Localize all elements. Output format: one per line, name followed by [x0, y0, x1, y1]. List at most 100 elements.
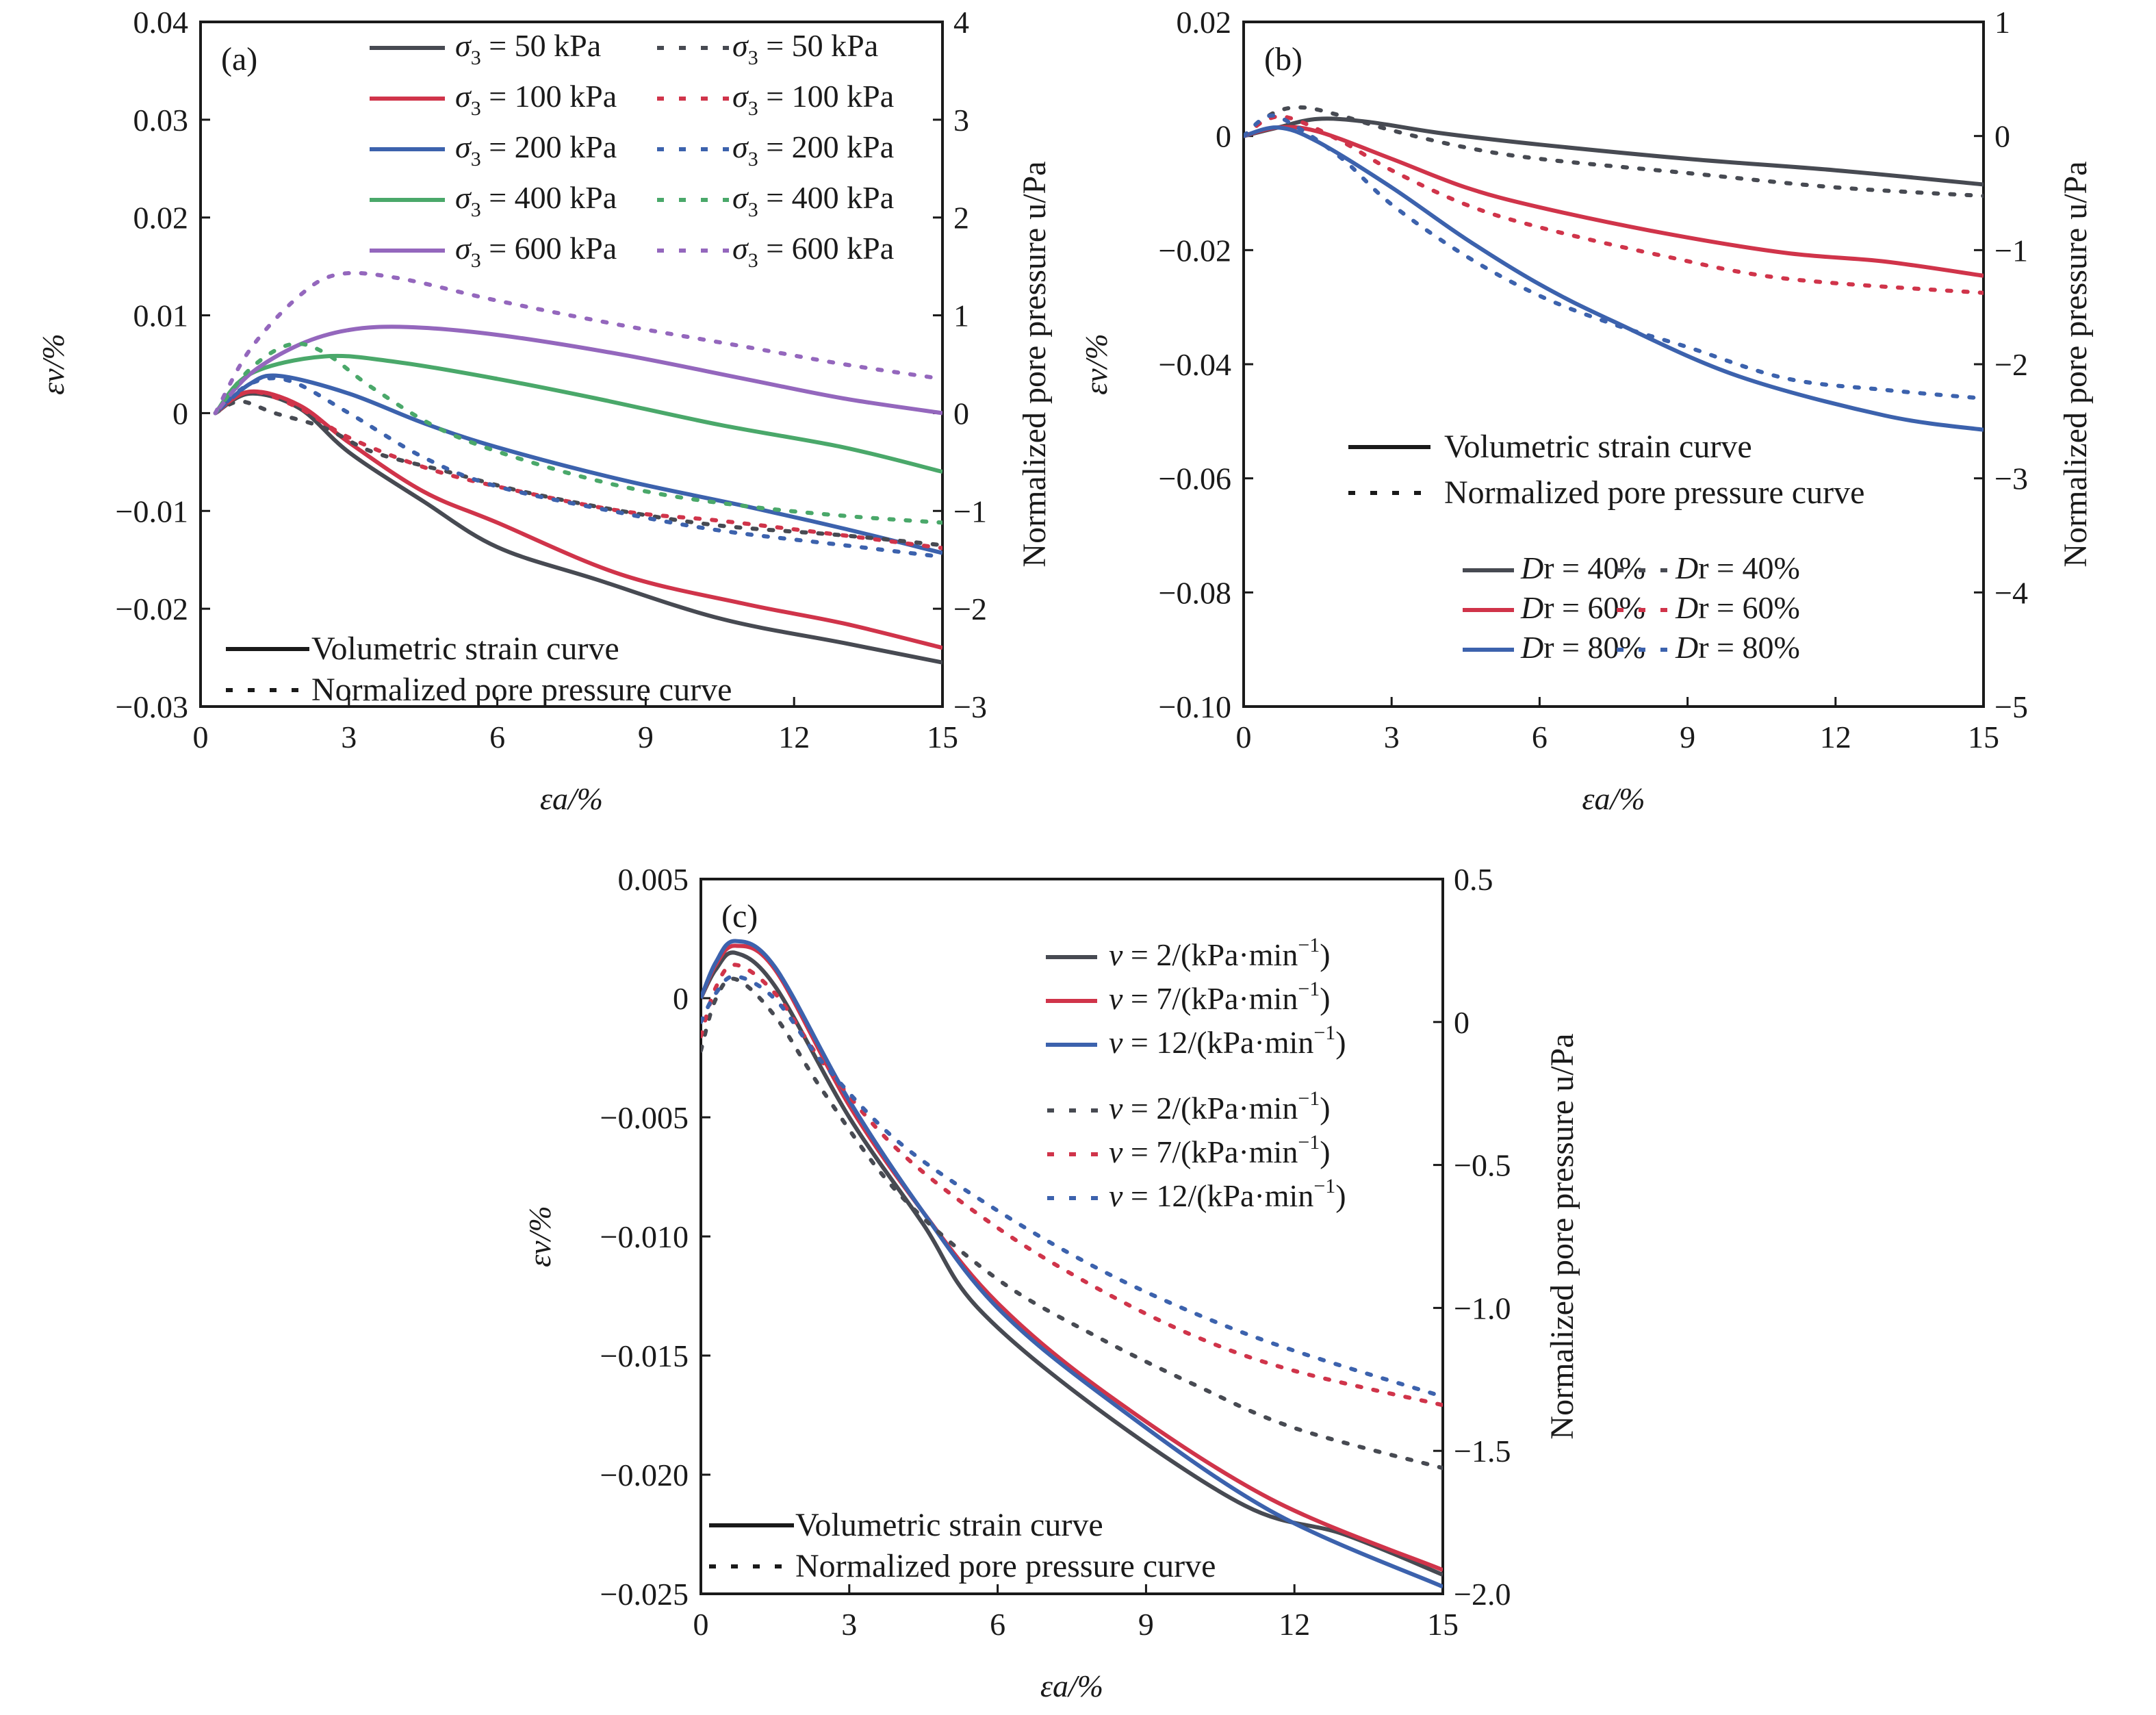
legend-label: Normalized pore pressure curve — [1444, 474, 1864, 511]
legend-label: σ3 = 200 kPa — [732, 129, 894, 170]
y-tick-label: −0.10 — [1159, 689, 1231, 724]
series-solid-blue-line — [1244, 125, 1984, 432]
y2-tick-label: −4 — [1994, 575, 2028, 610]
panel-b: 0 3 6 9 12 15 0.02 0 −0.02 −0.04 −0.06 −0.08 −0.10 1 0… — [1079, 5, 2094, 816]
y2-tick-label: −5 — [1994, 689, 2028, 724]
y-tick-label: −0.02 — [1159, 233, 1231, 268]
x-tick-label: 12 — [1279, 1607, 1310, 1642]
legend-label: σ3 = 50 kPa — [732, 28, 878, 69]
y-axis-label: εv/% — [36, 333, 70, 395]
legend-label: σ3 = 100 kPa — [732, 79, 894, 120]
series-dotted-blue-line — [701, 974, 1443, 1399]
series-dotted-blue-line — [213, 376, 942, 559]
y-tick-label: 0.005 — [618, 862, 689, 897]
y-tick-label: −0.025 — [600, 1577, 689, 1612]
series-solid-red-line — [1244, 125, 1984, 278]
x-tick-label: 12 — [778, 720, 810, 754]
x-tick-label: 15 — [927, 720, 958, 754]
y2-tick-label: 0 — [953, 396, 969, 431]
legend-label: Dr = 60% — [1520, 590, 1645, 625]
x-axis-label: εa/% — [1040, 1668, 1103, 1703]
x-tick-label: 6 — [489, 720, 505, 754]
y2-tick-label: −1.0 — [1454, 1291, 1511, 1325]
y-tick-label: −0.020 — [600, 1458, 689, 1492]
y2-tick-label: 0 — [1994, 119, 2010, 154]
y2-tick-label: 3 — [953, 103, 969, 138]
series-solid-red-line — [214, 389, 942, 650]
y2-tick-label: 2 — [953, 201, 969, 236]
y2-tick-label: −0.5 — [1454, 1148, 1511, 1183]
series-solid-gray-line — [214, 391, 942, 665]
series-dotted-gray-line — [213, 399, 942, 548]
panel-label: (b) — [1264, 41, 1302, 77]
series-solid-green-line — [214, 353, 942, 474]
y-tick-label: 0.03 — [133, 103, 189, 138]
legend-label: σ3 = 400 kPa — [455, 180, 617, 221]
series-dotted-purple-line — [213, 270, 942, 416]
legend-label: Dr = 80% — [1520, 630, 1645, 665]
legend-label: Volumetric strain curve — [311, 631, 619, 667]
x-axis-label: εa/% — [540, 781, 603, 816]
series-group — [1244, 105, 1984, 432]
x-tick-label: 0 — [193, 720, 209, 754]
series-dotted-gray-line — [1244, 105, 1984, 199]
panel-label: (a) — [221, 41, 257, 77]
x-tick-label: 15 — [1968, 720, 1999, 754]
panel-c: 0 3 6 9 12 15 0.005 0 −0.005 −0.010 −0.015 −0.020 −0… — [522, 862, 1580, 1703]
plot-frame — [199, 21, 944, 708]
y-tick-label: −0.03 — [116, 689, 188, 724]
y-tick-label: −0.08 — [1159, 575, 1231, 610]
y-tick-label: 0 — [673, 981, 689, 1016]
y2-tick-label: −2 — [1994, 347, 2028, 382]
legend: σ3 = 50 kPa σ3 = 100 kPa σ3 = 200 kPa σ3 = … — [226, 28, 894, 708]
y-tick-label: −0.01 — [116, 494, 188, 529]
y2-tick-label: −2 — [953, 592, 987, 626]
x-tick-label: 3 — [1384, 720, 1400, 754]
legend-label: v = 2/(kPa·min−1) — [1109, 1087, 1331, 1126]
y2-tick-label: −1 — [1994, 233, 2028, 268]
y2-tick-label: −1.5 — [1454, 1434, 1511, 1469]
y2-axis-label: Normalized pore pressure u/Pa — [2057, 161, 2094, 567]
series-dotted-red-line — [701, 963, 1443, 1408]
y-tick-label: −0.06 — [1159, 461, 1231, 496]
legend-label: Volumetric strain curve — [795, 1507, 1103, 1543]
y-tick-label: 0 — [1216, 119, 1231, 154]
series-dotted-red-line — [213, 389, 942, 550]
series-group — [701, 939, 1443, 1589]
y2-tick-label: 1 — [1994, 5, 2010, 40]
series-dotted-red-line — [1244, 114, 1984, 295]
legend-label: σ3 = 600 kPa — [455, 231, 617, 272]
y-tick-label: −0.010 — [600, 1219, 689, 1254]
x-axis-label: εa/% — [1582, 781, 1645, 816]
legend-label: σ3 = 200 kPa — [455, 129, 617, 170]
panel-label: (c) — [721, 898, 758, 935]
y2-axis-label: Normalized pore pressure u/Pa — [1544, 1033, 1580, 1439]
legend-label: v = 12/(kPa·min−1) — [1109, 1175, 1346, 1213]
x-tick-label: 12 — [1820, 720, 1851, 754]
series-solid-blue-line — [214, 373, 942, 555]
legend-label: Dr = 60% — [1675, 590, 1800, 625]
y-tick-label: −0.015 — [600, 1338, 689, 1373]
x-tick-label: 0 — [1236, 720, 1252, 754]
x-tick-label: 0 — [693, 1607, 709, 1642]
y2-tick-label: 0.5 — [1454, 862, 1493, 897]
legend-label: σ3 = 400 kPa — [732, 180, 894, 221]
series-solid-purple-line — [214, 325, 942, 416]
x-tick-label: 9 — [1138, 1607, 1154, 1642]
y2-tick-label: 4 — [953, 5, 969, 40]
legend-label: Dr = 80% — [1675, 630, 1800, 665]
legend-label: σ3 = 100 kPa — [455, 79, 617, 120]
y-tick-label: 0.01 — [133, 298, 189, 333]
series-dotted-gray-line — [701, 976, 1443, 1471]
x-tick-label: 9 — [638, 720, 654, 754]
legend: Volumetric strain curve Normalized pore p… — [1348, 429, 1864, 665]
legend-label: v = 2/(kPa·min−1) — [1109, 934, 1331, 972]
y-tick-label: 0.04 — [133, 5, 189, 40]
legend-label: v = 7/(kPa·min−1) — [1109, 1131, 1331, 1169]
series-group — [213, 270, 942, 665]
legend-label: σ3 = 600 kPa — [732, 231, 894, 272]
x-tick-label: 9 — [1680, 720, 1695, 754]
legend-label: Normalized pore pressure curve — [311, 672, 732, 708]
y2-tick-label: −1 — [953, 494, 987, 529]
panel-a: 0 3 6 9 12 150.040.030.020.010−0.01−0.02−0.03… — [36, 5, 1053, 816]
